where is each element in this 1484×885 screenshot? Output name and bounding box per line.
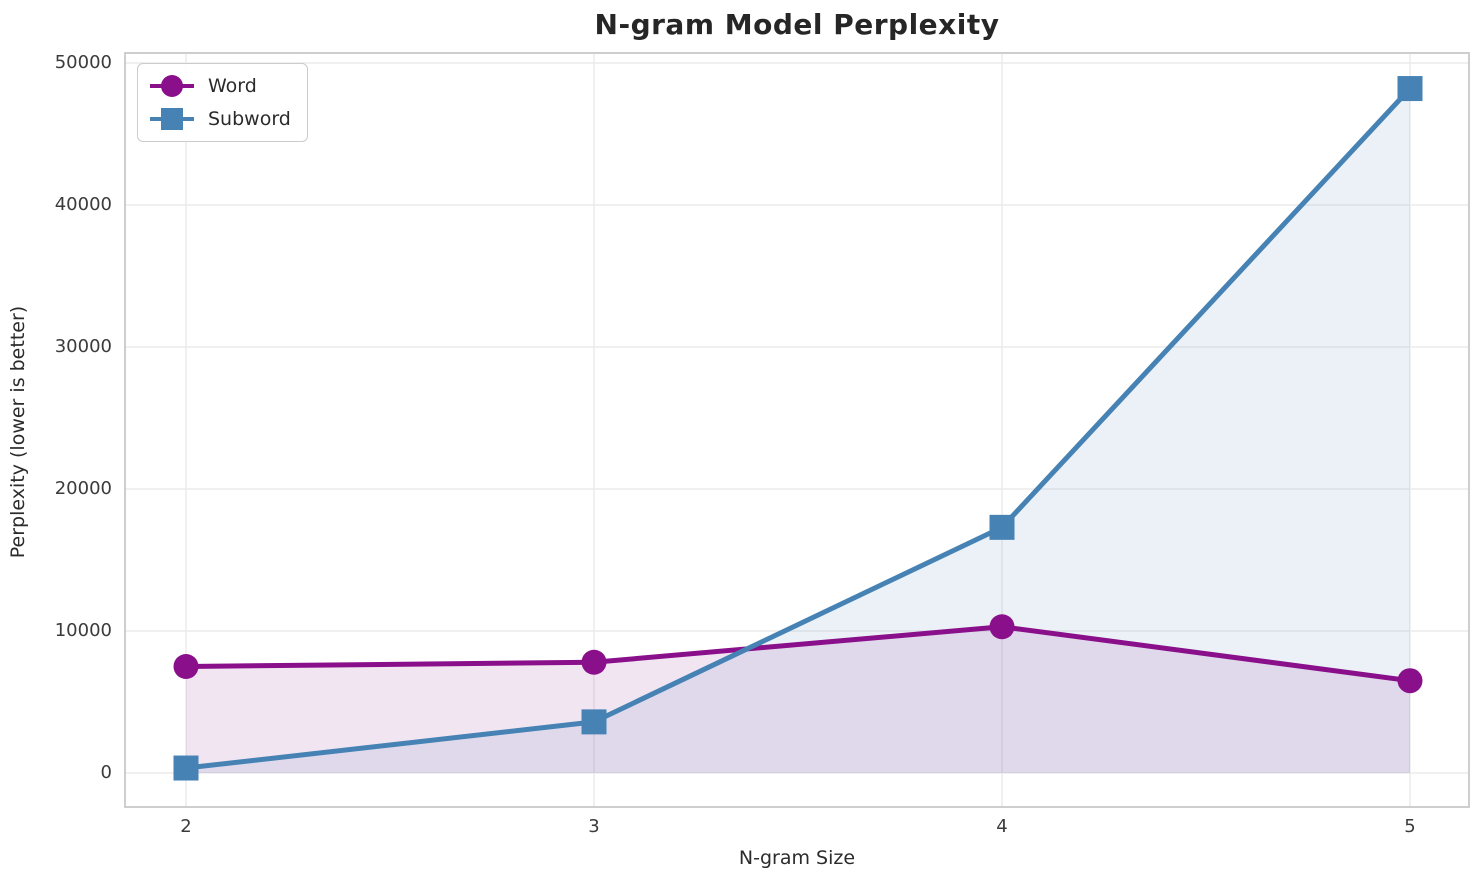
word-data-point	[581, 649, 607, 675]
subword-data-point	[989, 514, 1015, 540]
legend-item-word: Word	[150, 73, 291, 99]
legend: Word Subword	[137, 63, 308, 142]
word-data-point	[989, 614, 1015, 640]
chart-title: N-gram Model Perplexity	[594, 8, 1000, 41]
legend-label-word: Word	[208, 75, 257, 97]
plot-border	[124, 52, 1470, 808]
y-tick-label: 10000	[54, 620, 112, 641]
subword-area-fill	[186, 88, 1410, 773]
subword-data-point	[581, 709, 607, 735]
y-tick-label: 0	[100, 762, 112, 783]
x-tick-label: 2	[180, 816, 192, 837]
y-tick-label: 40000	[54, 194, 112, 215]
word-data-point	[173, 654, 199, 679]
x-tick-label: 3	[588, 816, 600, 837]
y-tick-label: 30000	[54, 336, 112, 357]
subword-data-point	[1397, 76, 1423, 102]
subword-data-point	[173, 755, 199, 781]
subword-line	[183, 86, 1413, 771]
subword-series-marker-icon	[150, 106, 194, 132]
x-tick-label: 5	[1404, 816, 1416, 837]
y-tick-label: 50000	[54, 52, 112, 73]
legend-label-subword: Subword	[208, 108, 291, 130]
word-data-point	[1397, 668, 1423, 694]
x-tick-label: 4	[996, 816, 1008, 837]
y-tick-label: 20000	[54, 478, 112, 499]
word-line	[183, 624, 1413, 684]
word-series-marker-icon	[150, 73, 194, 99]
legend-item-subword: Subword	[150, 106, 291, 132]
x-axis-label: N-gram Size	[738, 847, 856, 869]
